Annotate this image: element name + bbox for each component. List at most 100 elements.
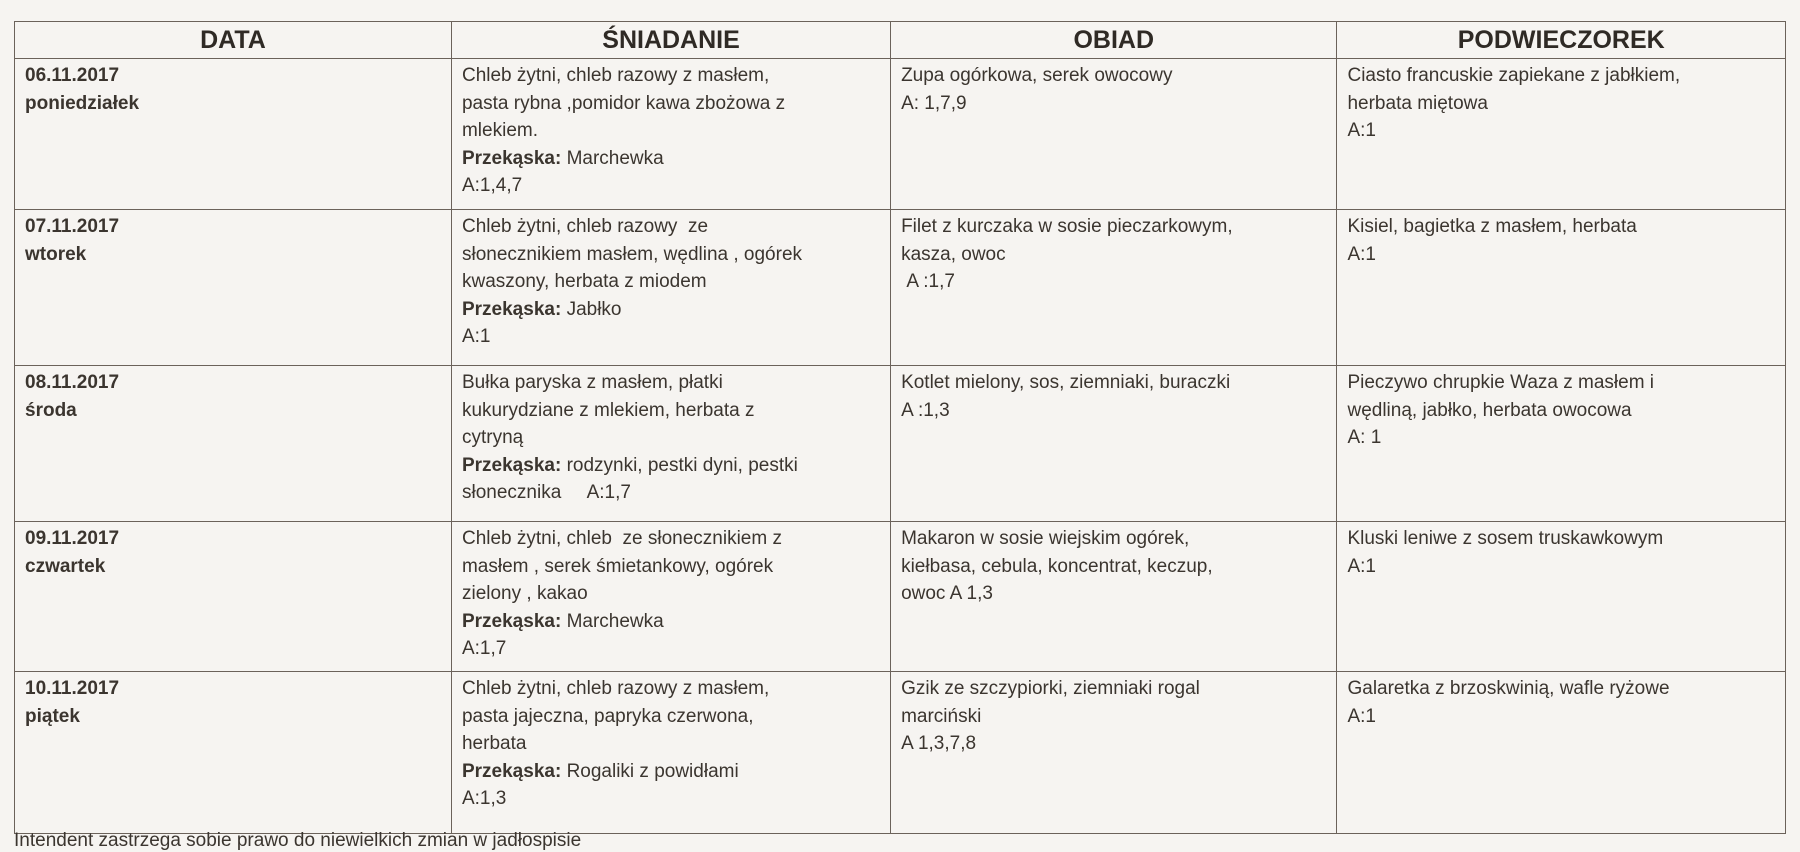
afternoon-snack-line: A: 1: [1347, 427, 1382, 448]
afternoon-snack-cell: Kluski leniwe z sosem truskawkowym A:1: [1336, 521, 1786, 672]
afternoon-snack-line: Kisiel, bagietka z masłem, herbata: [1347, 216, 1637, 237]
snack-label: Przekąska:: [461, 760, 562, 782]
lunch-line: A :1,3: [901, 399, 950, 421]
date-cell: 10.11.2017 piątek: [14, 671, 452, 834]
snack-label: Przekąska:: [461, 298, 562, 320]
header-row: DATA ŚNIADANIE OBIAD PODWIECZOREK: [14, 21, 1786, 59]
breakfast-line: pasta rybna ,pomidor kawa zbożowa z: [461, 92, 786, 114]
snack-text: Marchewka: [566, 147, 664, 169]
breakfast-cell: Chleb żytni, chleb ze słonecznikiem z mas…: [450, 521, 892, 672]
breakfast-line: Chleb żytni, chleb razowy z masłem,: [461, 65, 770, 86]
date: 07.11.2017: [25, 216, 120, 237]
snack-line: Przekąska: rodzynki, pestki dyni, pestki…: [462, 452, 880, 507]
breakfast-cell: Chleb żytni, chleb razowy z masłem, pasta…: [450, 671, 892, 834]
date-cell: 06.11.2017 poniedziałek: [14, 58, 452, 210]
breakfast-cell: Chleb żytni, chleb razowy z masłem, pasta…: [450, 58, 892, 210]
lunch-cell: Gzik ze szczypiorki, ziemniaki rogal marc…: [890, 671, 1338, 834]
menu-table: DATA ŚNIADANIE OBIAD PODWIECZOREK 06.11.…: [14, 21, 1786, 834]
snack-allergens: A:1: [461, 326, 491, 347]
weekday: czwartek: [25, 555, 106, 577]
header-afternoon-snack: PODWIECZOREK: [1336, 21, 1786, 59]
breakfast-line: zielony , kakao: [461, 583, 588, 604]
snack-text: rodzynki, pestki dyni, pestki słonecznik…: [461, 454, 804, 504]
table-row: 10.11.2017 piątek Chleb żytni, chleb razow…: [14, 671, 1786, 834]
date: 09.11.2017: [25, 528, 120, 549]
weekday: poniedziałek: [25, 92, 140, 114]
lunch-line: kiełbasa, cebula, koncentrat, keczup,: [901, 555, 1213, 577]
snack-text: Jabłko: [566, 298, 622, 320]
table-row: 08.11.2017 środa Bułka paryska z masłem, p…: [14, 365, 1786, 522]
breakfast-line: Chleb żytni, chleb razowy z masłem,: [461, 678, 770, 699]
breakfast-line: Chleb żytni, chleb razowy ze: [461, 216, 709, 237]
table-row: 07.11.2017 wtorek Chleb żytni, chleb razow…: [14, 209, 1786, 366]
breakfast-line: Bułka paryska z masłem, płatki: [461, 372, 723, 393]
breakfast-line: Chleb żytni, chleb ze słonecznikiem z: [461, 528, 782, 549]
snack-line: Przekąska: Rogaliki z powidłami: [462, 758, 880, 786]
table-row: 09.11.2017 czwartek Chleb żytni, chleb ze …: [14, 521, 1786, 672]
afternoon-snack-line: herbata miętowa: [1347, 92, 1488, 114]
date-cell: 08.11.2017 środa: [14, 365, 452, 522]
date: 08.11.2017: [25, 372, 120, 393]
lunch-line: kasza, owoc: [901, 243, 1006, 265]
afternoon-snack-cell: Ciasto francuskie zapiekane z jabłkiem, h…: [1336, 58, 1786, 210]
snack-line: Przekąska: Marchewka: [462, 145, 880, 173]
afternoon-snack-line: A:1: [1347, 243, 1376, 265]
afternoon-snack-line: Kluski leniwe z sosem truskawkowym: [1347, 528, 1664, 549]
lunch-line: Zupa ogórkowa, serek owocowy: [901, 65, 1173, 86]
snack-allergens: A:1,3: [461, 788, 507, 809]
date: 10.11.2017: [25, 678, 120, 699]
lunch-cell: Kotlet mielony, sos, ziemniaki, buraczki…: [890, 365, 1338, 522]
header-lunch: OBIAD: [890, 21, 1338, 59]
header-date: DATA: [14, 21, 452, 59]
afternoon-snack-line: Pieczywo chrupkie Waza z masłem i: [1347, 372, 1655, 393]
snack-line: Przekąska: Jabłko: [462, 296, 880, 324]
weekday: wtorek: [25, 243, 87, 265]
breakfast-line: pasta jajeczna, papryka czerwona,: [461, 705, 754, 727]
breakfast-cell: Bułka paryska z masłem, płatki kukurydzia…: [450, 365, 892, 522]
header-breakfast: ŚNIADANIE: [450, 21, 892, 59]
breakfast-line: herbata: [461, 733, 527, 754]
snack-label: Przekąska:: [461, 147, 562, 169]
breakfast-line: mlekiem.: [461, 120, 538, 141]
snack-text: Marchewka: [566, 610, 664, 632]
snack-allergens: A:1,7: [461, 638, 507, 659]
lunch-cell: Zupa ogórkowa, serek owocowy A: 1,7,9: [890, 58, 1338, 210]
lunch-line: Kotlet mielony, sos, ziemniaki, buraczki: [901, 372, 1231, 393]
lunch-line: A :1,7: [901, 271, 955, 292]
lunch-line: Makaron w sosie wiejskim ogórek,: [901, 528, 1190, 549]
afternoon-snack-cell: Kisiel, bagietka z masłem, herbata A:1: [1336, 209, 1786, 366]
weekday: środa: [25, 399, 77, 421]
lunch-line: A: 1,7,9: [901, 92, 967, 114]
weekday: piątek: [25, 705, 80, 727]
snack-line: Przekąska: Marchewka: [462, 608, 880, 636]
afternoon-snack-line: A:1: [1347, 555, 1376, 577]
breakfast-line: cytryną: [461, 427, 524, 448]
snack-label: Przekąska:: [461, 610, 562, 632]
date-cell: 09.11.2017 czwartek: [14, 521, 452, 672]
lunch-line: Filet z kurczaka w sosie pieczarkowym,: [901, 216, 1233, 237]
breakfast-line: kwaszony, herbata z miodem: [461, 271, 707, 292]
breakfast-line: słonecznikiem masłem, wędlina , ogórek: [461, 243, 803, 265]
date-cell: 07.11.2017 wtorek: [14, 209, 452, 366]
afternoon-snack-line: wędliną, jabłko, herbata owocowa: [1347, 399, 1632, 421]
table-row: 06.11.2017 poniedziałek Chleb żytni, chleb…: [14, 58, 1786, 210]
date: 06.11.2017: [25, 65, 120, 86]
afternoon-snack-line: Ciasto francuskie zapiekane z jabłkiem,: [1347, 65, 1681, 86]
lunch-cell: Makaron w sosie wiejskim ogórek, kiełbasa…: [890, 521, 1338, 672]
snack-allergens: A:1,4,7: [461, 175, 523, 196]
breakfast-line: masłem , serek śmietankowy, ogórek: [461, 555, 774, 577]
lunch-cell: Filet z kurczaka w sosie pieczarkowym, ka…: [890, 209, 1338, 366]
snack-label: Przekąska:: [461, 454, 562, 476]
lunch-line: A 1,3,7,8: [901, 733, 977, 754]
lunch-line: Gzik ze szczypiorki, ziemniaki rogal: [901, 678, 1200, 699]
breakfast-line: kukurydziane z mlekiem, herbata z: [461, 399, 755, 421]
afternoon-snack-cell: Pieczywo chrupkie Waza z masłem i wędliną…: [1336, 365, 1786, 522]
afternoon-snack-cell: Galaretka z brzoskwinią, wafle ryżowe A:1: [1336, 671, 1786, 834]
snack-text: Rogaliki z powidłami: [566, 760, 739, 782]
breakfast-cell: Chleb żytni, chleb razowy ze słonecznikie…: [450, 209, 892, 366]
lunch-line: marciński: [901, 705, 982, 727]
afternoon-snack-line: Galaretka z brzoskwinią, wafle ryżowe: [1347, 678, 1670, 699]
afternoon-snack-line: A:1: [1347, 705, 1376, 727]
afternoon-snack-line: A:1: [1347, 120, 1376, 141]
lunch-line: owoc A 1,3: [901, 583, 993, 604]
